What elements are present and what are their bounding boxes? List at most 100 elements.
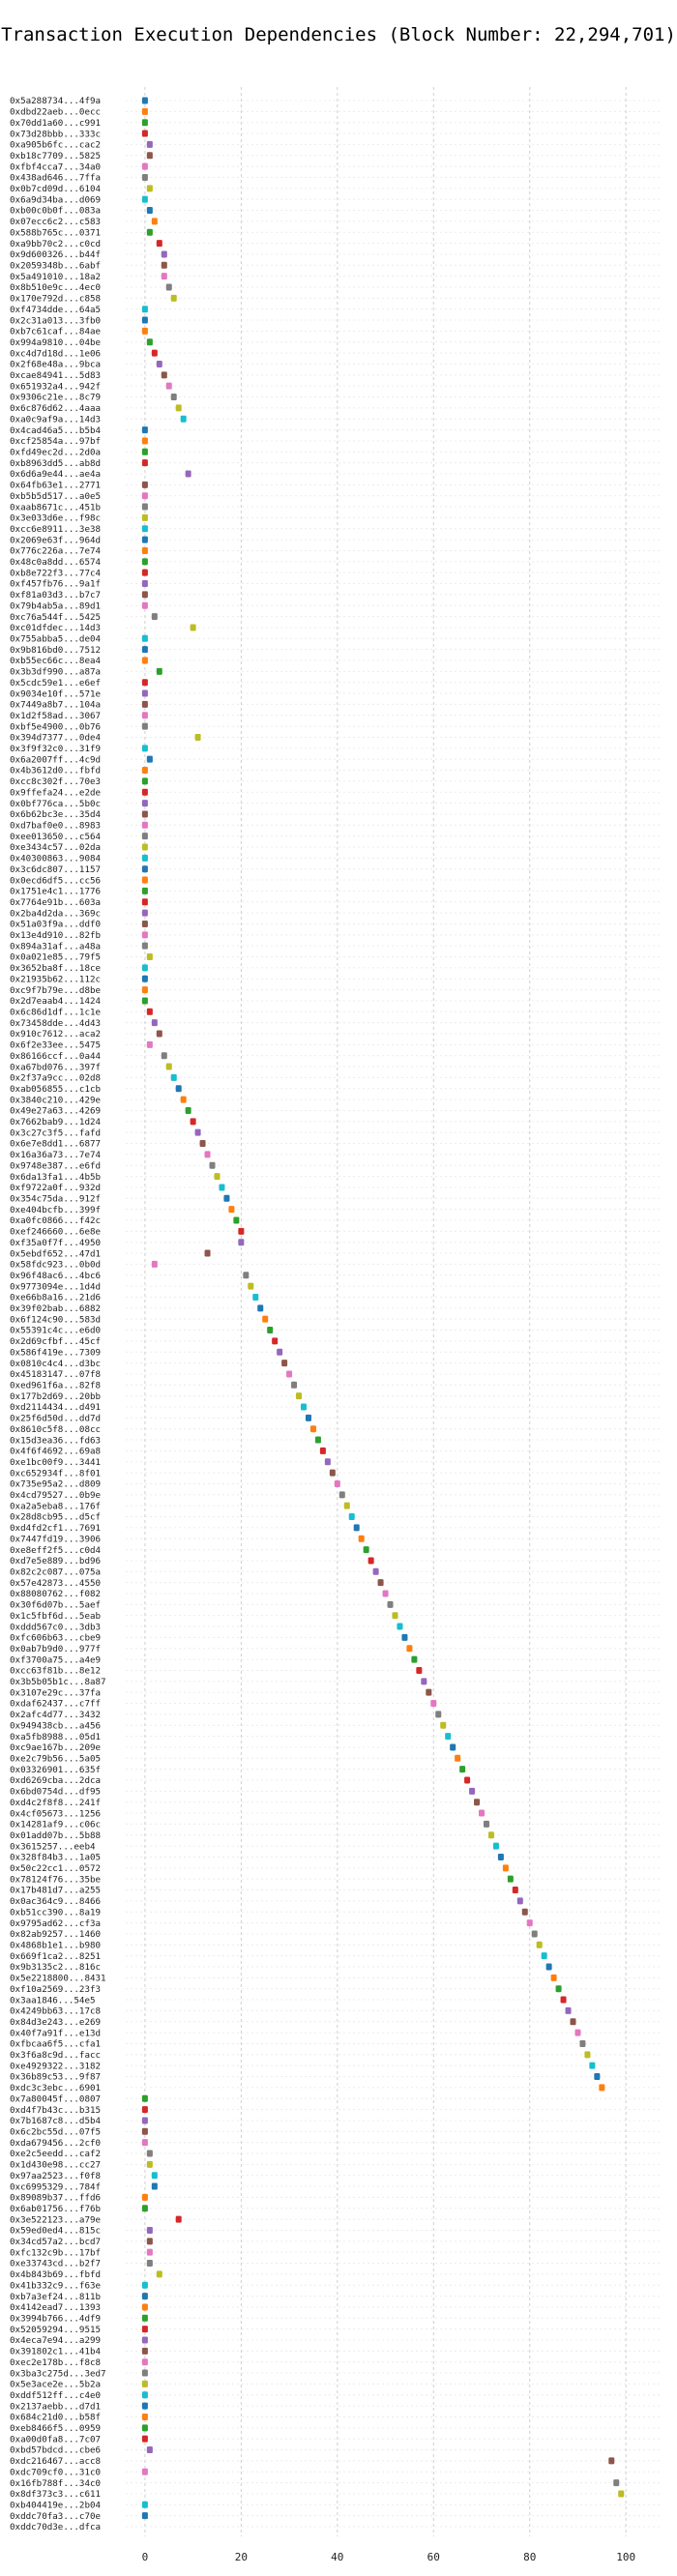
chart-title: Transaction Execution Dependencies (Bloc… (1, 24, 676, 45)
data-point (151, 349, 158, 357)
data-point (209, 1161, 216, 1169)
y-tick-label: 0xd4c2f8f8...241f (10, 1798, 101, 1808)
data-point (141, 2336, 148, 2344)
y-tick-label: 0xef246660...6e8e (10, 1227, 101, 1238)
data-point (618, 2490, 625, 2498)
y-tick-label: 0xf4734dde...64a5 (10, 305, 101, 315)
data-point (324, 1458, 331, 1466)
y-tick-label: 0xe4929322...3182 (10, 2061, 101, 2071)
data-point (309, 1425, 316, 1433)
x-tick-labels: 0 20 40 60 80 100 (142, 2551, 636, 2563)
y-tick-label: 0x2059348b...6abf (10, 260, 101, 271)
data-point (146, 1008, 153, 1015)
y-tick-label: 0xb404419e...2b04 (10, 2500, 102, 2510)
y-tick-label: 0x9ffefa24...e2de (10, 787, 101, 798)
x-tick-label: 80 (523, 2551, 536, 2563)
y-tick-label: 0xf3700a75...a4e9 (10, 1654, 101, 1665)
y-tick-label: 0x2f37a9cc...02d8 (10, 1073, 101, 1084)
y-tick-label: 0x45183147...07f8 (10, 1369, 101, 1380)
y-tick-label: 0x97aa2523...f0f8 (10, 2171, 101, 2181)
y-tick-label: 0xc652934f...8f01 (10, 1468, 101, 1478)
y-tick-label: 0xb7c61caf...84ae (10, 327, 101, 337)
data-point (579, 2039, 586, 2047)
y-tick-label: 0x755abba5...de04 (10, 633, 102, 644)
data-point (141, 2293, 148, 2300)
y-tick-label: 0x1d430e98...cc27 (10, 2160, 101, 2171)
data-point (401, 1633, 408, 1641)
data-point (238, 1239, 245, 1246)
y-tick-label: 0xa2a5eba8...176f (10, 1501, 101, 1511)
data-point (141, 646, 148, 654)
y-tick-label: 0x9748e387...e6fd (10, 1160, 101, 1171)
y-tick-label: 0x6c2bc55d...07f5 (10, 2126, 101, 2137)
data-point (175, 2215, 182, 2223)
data-point (141, 843, 148, 851)
data-point (141, 788, 148, 796)
y-tick-label: 0x4b843b69...fbfd (10, 2269, 101, 2280)
y-tick-label: 0x21935b62...112c (10, 974, 101, 984)
y-tick-label: 0x40300863...9084 (10, 854, 102, 864)
y-tick-label: 0xe2c5eedd...caf2 (10, 2149, 101, 2159)
y-tick-label: 0xddd567c0...3db3 (10, 1622, 101, 1632)
y-tick-label: 0x3aa1846...54e5 (10, 1995, 96, 2005)
data-point (141, 2117, 148, 2124)
y-tick-label: 0xeb8466f5...0959 (10, 2423, 101, 2434)
y-tick-label: 0x17b481d7...a255 (10, 1886, 101, 1896)
data-point (156, 2270, 162, 2278)
y-tick-label: 0x59ed0ed4...815c (10, 2226, 101, 2237)
data-point (199, 1140, 206, 1148)
data-point (141, 481, 148, 488)
y-tick-label: 0xdbd22aeb...0ecc (10, 107, 101, 118)
data-point (161, 250, 167, 258)
data-point (141, 887, 148, 894)
data-point (141, 536, 148, 543)
y-tick-label: 0xc6995329...784f (10, 2181, 101, 2192)
data-point (141, 898, 148, 906)
y-tick-label: 0x16fb788f...34c0 (10, 2478, 101, 2489)
y-tick-label: 0x6f2e33ee...5475 (10, 1040, 101, 1051)
y-tick-label: 0x438ad646...7ffa (10, 173, 101, 184)
y-tick-label: 0x70dd1a60...c991 (10, 118, 101, 129)
data-point (570, 2018, 576, 2026)
y-tick-label: 0x88080762...f082 (10, 1589, 101, 1599)
y-tick-label: 0x2c31a013...3fb0 (10, 315, 101, 326)
y-tick-label: 0xc4d7d18d...1e06 (10, 348, 101, 359)
y-tick-label: 0x36b89c53...9f87 (10, 2072, 101, 2083)
y-tick-label: 0xcf25854a...97bf (10, 436, 101, 447)
data-point (521, 1908, 528, 1916)
y-tick-label: 0x9795ad62...cf3a (10, 1918, 101, 1929)
data-point (151, 613, 158, 621)
y-tick-labels: 0x5a288734...4f9a0xdbd22aeb...0ecc0x70dd… (10, 96, 106, 2532)
data-point (141, 964, 148, 972)
y-tick-label: 0x1751e4c1...1776 (10, 887, 101, 897)
data-point (338, 1491, 345, 1499)
data-point (464, 1776, 471, 1784)
data-point (141, 634, 148, 642)
data-point (146, 185, 153, 192)
data-point (161, 1052, 167, 1060)
y-tick-label: 0x39f02bab...6882 (10, 1303, 101, 1314)
y-tick-label: 0x01add07b...5b88 (10, 1830, 101, 1841)
data-point (146, 2446, 153, 2454)
y-tick-label: 0x776c226a...7e74 (10, 546, 102, 557)
data-point (141, 2127, 148, 2135)
y-tick-label: 0x3b5b05b1c...8a87 (10, 1677, 106, 1687)
y-tick-label: 0x6a2007ff...4c9d (10, 754, 101, 765)
y-tick-label: 0xfbcaa6f5...cfa1 (10, 2039, 101, 2050)
data-point (281, 1360, 288, 1367)
data-point (257, 1304, 264, 1312)
y-tick-label: 0x0a021e85...79f5 (10, 952, 101, 963)
y-tick-label: 0xe1bc00f9...3441 (10, 1457, 101, 1468)
data-point (180, 415, 187, 423)
y-tick-label: 0xf457fb76...9a1f (10, 579, 101, 590)
data-point (141, 942, 148, 950)
y-tick-label: 0x4b3612d0...fbfd (10, 766, 101, 776)
y-tick-label: 0x55391c4c...e6d0 (10, 1326, 101, 1336)
data-point (146, 2248, 153, 2256)
data-point (252, 1293, 259, 1301)
data-point (141, 448, 148, 455)
y-tick-label: 0x25f6d50d...dd7d (10, 1414, 101, 1424)
data-point (194, 733, 201, 741)
y-tick-label: 0x1c5fbf6d...5eab (10, 1611, 101, 1622)
